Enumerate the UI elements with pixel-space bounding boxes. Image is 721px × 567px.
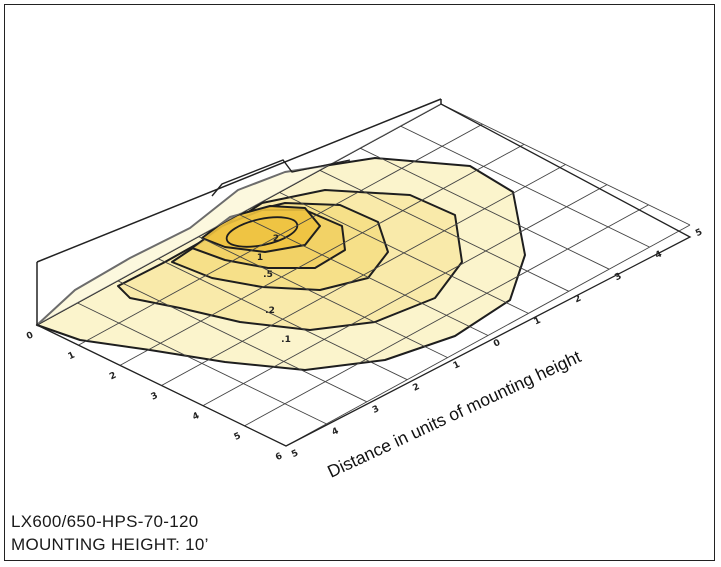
contour-label: 2 (273, 234, 279, 244)
left-tick: 6 (274, 451, 284, 463)
floor-grid (35, 103, 692, 447)
left-tick: 0 (25, 330, 35, 342)
front-tick: 2 (411, 382, 421, 394)
front-tick: 1 (452, 360, 462, 372)
front-tick: 5 (290, 448, 300, 460)
front-tick: 5 (694, 227, 704, 239)
left-tick: 3 (150, 391, 160, 403)
wall-contour (211, 159, 351, 197)
front-tick: 3 (371, 404, 381, 416)
contour-label: 1 (257, 253, 263, 263)
left-axis-ticks: 0 1 2 3 4 5 6 (25, 330, 284, 463)
contour-label: .2 (265, 306, 275, 316)
left-tick: 1 (67, 350, 77, 362)
back-wall (36, 98, 442, 325)
front-tick: 0 (492, 338, 502, 350)
mounting-height-caption: MOUNTING HEIGHT: 10’ (11, 535, 209, 554)
left-tick: 5 (233, 431, 243, 443)
grid-line (202, 184, 608, 407)
front-tick: 1 (533, 316, 543, 328)
grid-line (244, 204, 649, 427)
wall-top (36, 98, 442, 263)
front-tick: 2 (573, 294, 583, 306)
grid-line (161, 164, 566, 386)
contour-2 (201, 205, 321, 253)
front-tick: 4 (331, 426, 341, 438)
front-tick: 3 (613, 272, 623, 284)
left-tick: 2 (108, 371, 118, 383)
model-caption: LX600/650-HPS-70-120 (11, 512, 199, 531)
grid-line (285, 224, 691, 447)
floor-border (35, 103, 692, 447)
front-axis-ticks: 5 4 3 2 1 0 1 2 3 4 5 (290, 227, 704, 460)
front-tick: 4 (654, 249, 664, 261)
contour-labels: .1 .2 .512 (257, 234, 291, 345)
isofootcandle-contours (36, 157, 526, 371)
contour-label: .5 (263, 270, 273, 280)
grid-line (119, 143, 525, 366)
contour-peak-ring (225, 216, 299, 248)
wall-face (37, 99, 441, 325)
grid-line (78, 123, 483, 346)
contour-label: .1 (281, 335, 291, 345)
left-tick: 4 (191, 411, 201, 423)
